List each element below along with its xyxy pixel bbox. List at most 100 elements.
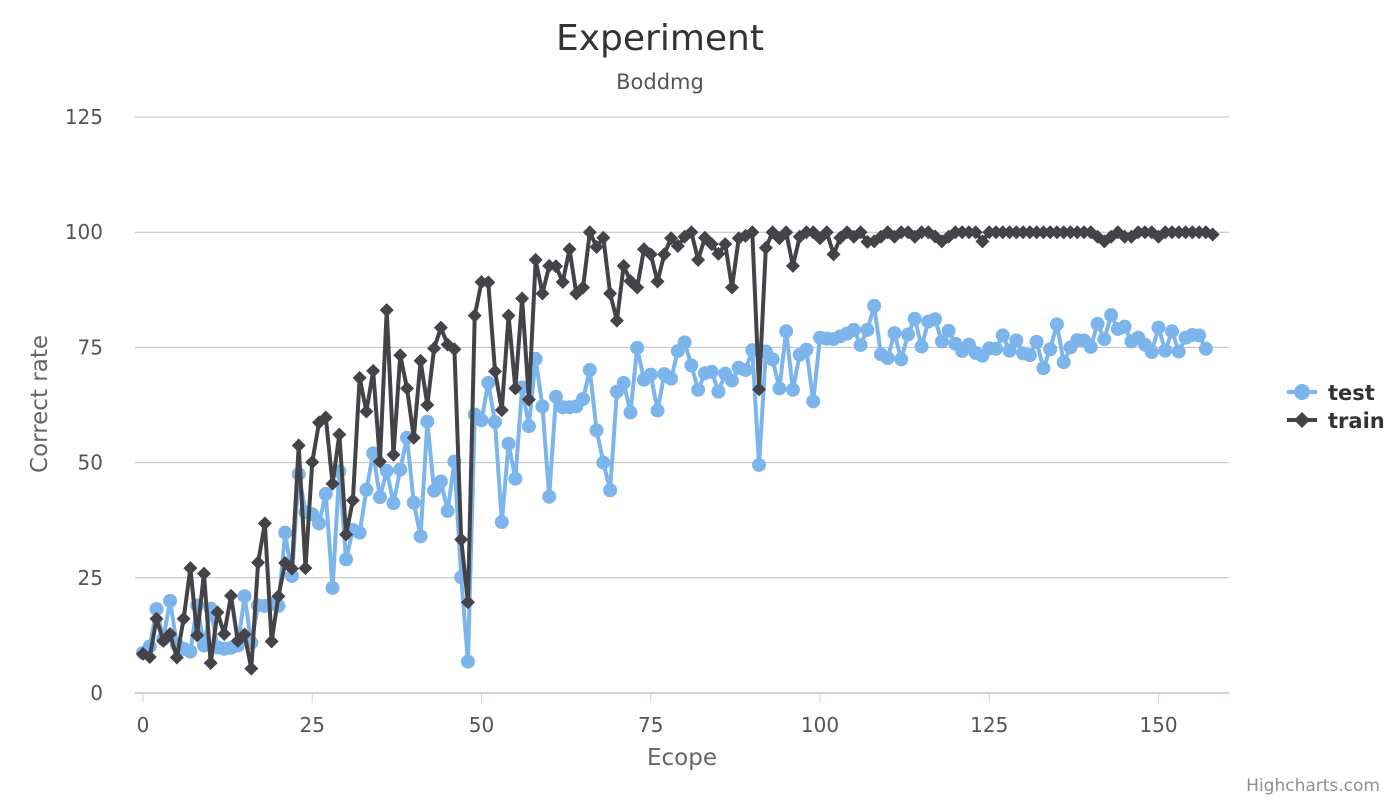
test-point bbox=[433, 474, 448, 489]
test-point bbox=[1009, 333, 1024, 348]
test-point bbox=[691, 382, 706, 397]
test-point bbox=[1002, 343, 1017, 358]
train-point bbox=[345, 493, 360, 508]
train-point bbox=[163, 627, 178, 642]
test-point bbox=[413, 529, 428, 544]
test-point bbox=[1036, 361, 1051, 376]
train-point bbox=[711, 246, 726, 261]
train-point bbox=[576, 280, 591, 295]
test-point bbox=[359, 482, 374, 497]
train-point bbox=[217, 627, 232, 642]
test-point bbox=[1097, 332, 1112, 347]
x-axis-title: Ecope bbox=[647, 745, 717, 771]
test-point bbox=[630, 340, 645, 355]
train-point bbox=[508, 381, 523, 396]
test-point bbox=[339, 552, 354, 567]
legend-item-test[interactable]: test bbox=[1287, 381, 1375, 405]
test-point bbox=[1144, 345, 1159, 360]
train-point bbox=[494, 403, 509, 418]
test-point bbox=[237, 589, 252, 604]
test-point bbox=[724, 373, 739, 388]
test-point bbox=[501, 436, 516, 451]
test-point bbox=[880, 350, 895, 365]
train-point bbox=[203, 656, 218, 671]
test-point bbox=[1165, 324, 1180, 339]
test-point bbox=[1192, 328, 1207, 343]
train-point bbox=[670, 239, 685, 254]
train-point bbox=[433, 320, 448, 335]
test-point bbox=[366, 446, 381, 461]
test-point bbox=[650, 403, 665, 418]
train-point bbox=[237, 627, 252, 642]
test-point bbox=[535, 399, 550, 414]
test-point bbox=[163, 593, 178, 608]
train-point bbox=[819, 225, 834, 240]
y-tick-label: 75 bbox=[78, 335, 103, 359]
train-point bbox=[521, 392, 536, 407]
test-point bbox=[914, 339, 929, 354]
chart-title: Experiment bbox=[556, 18, 764, 59]
test-point bbox=[325, 580, 340, 595]
test-point bbox=[508, 471, 523, 486]
test-point bbox=[1083, 339, 1098, 354]
legend-item-train[interactable]: train bbox=[1287, 409, 1385, 433]
train-point bbox=[616, 258, 631, 273]
train-point bbox=[271, 589, 286, 604]
train-point bbox=[684, 225, 699, 240]
train-point bbox=[528, 252, 543, 267]
test-point bbox=[779, 324, 794, 339]
test-point bbox=[853, 338, 868, 353]
test-point bbox=[183, 644, 198, 659]
test-point bbox=[278, 525, 293, 540]
y-tick-label: 125 bbox=[65, 105, 103, 129]
test-point bbox=[806, 394, 821, 409]
legend-label: test bbox=[1328, 381, 1375, 405]
train-point bbox=[359, 404, 374, 419]
train-point bbox=[467, 308, 482, 323]
x-tick-label: 0 bbox=[137, 713, 150, 737]
train-point bbox=[657, 247, 672, 262]
legend: test train bbox=[1287, 381, 1385, 433]
train-point bbox=[332, 427, 347, 442]
x-tick-label: 25 bbox=[300, 713, 325, 737]
train-point bbox=[535, 286, 550, 301]
train-point bbox=[603, 286, 618, 301]
credits-link[interactable]: Highcharts.com bbox=[1246, 776, 1380, 796]
train-point bbox=[488, 364, 503, 379]
train-point bbox=[190, 628, 205, 643]
y-axis-ticks: 0 25 50 75 100 125 bbox=[65, 105, 103, 705]
train-point bbox=[366, 363, 381, 378]
test-point bbox=[1022, 348, 1037, 363]
test-point bbox=[887, 326, 902, 341]
y-tick-label: 0 bbox=[90, 681, 103, 705]
test-point bbox=[318, 486, 333, 501]
train-point bbox=[427, 341, 442, 356]
test-point bbox=[623, 405, 638, 420]
train-point bbox=[785, 258, 800, 273]
x-tick-label: 50 bbox=[469, 713, 494, 737]
train-point bbox=[454, 532, 469, 547]
train-point bbox=[630, 280, 645, 295]
train-point bbox=[643, 247, 658, 262]
test-point bbox=[284, 568, 299, 583]
train-point bbox=[562, 242, 577, 257]
train-point bbox=[224, 588, 239, 603]
test-point bbox=[149, 602, 164, 617]
train-point bbox=[352, 370, 367, 385]
test-point bbox=[1056, 355, 1071, 370]
test-point bbox=[894, 352, 909, 367]
test-point bbox=[1104, 308, 1119, 323]
test-point bbox=[406, 495, 421, 510]
train-point bbox=[264, 634, 279, 649]
test-point bbox=[1090, 316, 1105, 331]
train-point bbox=[745, 225, 760, 240]
test-point bbox=[474, 413, 489, 428]
train-point bbox=[548, 259, 563, 274]
test-point bbox=[1151, 320, 1166, 335]
test-point bbox=[765, 352, 780, 367]
test-point bbox=[1117, 319, 1132, 334]
train-point bbox=[406, 430, 421, 445]
test-point bbox=[995, 328, 1010, 343]
test-point bbox=[521, 419, 536, 434]
